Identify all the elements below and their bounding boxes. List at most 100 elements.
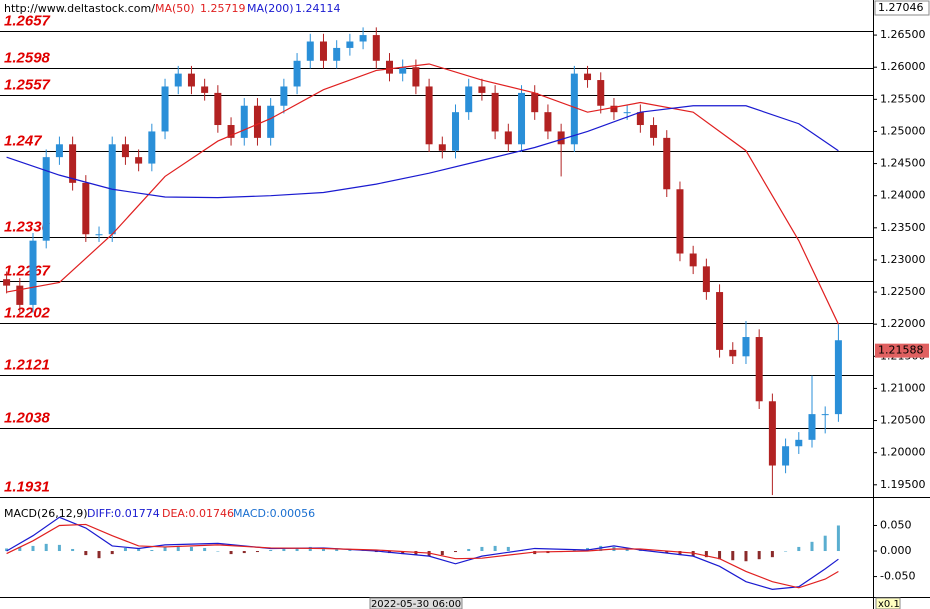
macd-bar <box>757 551 761 560</box>
candle-body <box>253 105 261 138</box>
candle-body <box>702 266 710 293</box>
macd-bar <box>823 535 827 552</box>
macd-bar <box>784 551 788 552</box>
macd-bar <box>216 551 220 552</box>
candle-body <box>29 240 37 305</box>
candle-body <box>636 112 644 126</box>
macd-bar <box>255 551 259 553</box>
candle-body <box>319 41 327 61</box>
macd-bar <box>718 551 722 560</box>
candle-body <box>557 131 565 145</box>
level-label: 1.2336 <box>4 218 51 235</box>
candle-body <box>214 92 222 126</box>
candle-body <box>95 234 103 236</box>
candle-body <box>689 253 697 267</box>
scale-label: x0.1 <box>878 599 900 609</box>
candle-body <box>597 80 605 106</box>
macd-bar <box>137 548 141 552</box>
macd-bar <box>5 548 9 552</box>
macd-bar <box>797 546 801 552</box>
legend-value: 1.25719 <box>200 2 246 15</box>
last-price-box <box>875 343 929 358</box>
level-label: 1.1931 <box>4 478 50 495</box>
candle-body <box>544 112 552 132</box>
macd-bar <box>506 546 510 552</box>
candle-body <box>121 144 129 158</box>
macd-bar <box>57 544 61 552</box>
candle-body <box>663 137 671 190</box>
y-tick-label: 0.000 <box>880 544 912 557</box>
top-price-box <box>874 0 930 16</box>
candle-body <box>782 446 790 466</box>
macd-bar <box>731 551 735 561</box>
candle-body <box>174 73 182 87</box>
candle-body <box>478 86 486 93</box>
legend-label: MACD:0.00056 <box>233 507 315 520</box>
macd-bar <box>150 550 154 552</box>
macd-bar <box>414 551 418 556</box>
level-label: 1.2267 <box>4 262 51 279</box>
macd-bar <box>454 551 458 553</box>
macd-bar <box>480 546 484 552</box>
y-tick-label: -0.050 <box>880 570 915 583</box>
legend-value: 1.24114 <box>295 2 341 15</box>
legend-name: MA(200) <box>247 2 294 15</box>
macd-bar <box>84 551 88 556</box>
y-tick-label: 1.19500 <box>880 478 926 491</box>
candle-body <box>69 144 77 183</box>
macd-line <box>6 523 839 589</box>
candle-body <box>3 279 11 286</box>
y-tick-label: 1.23500 <box>880 221 926 234</box>
y-tick-label: 1.25500 <box>880 92 926 105</box>
ma-line <box>6 105 839 199</box>
macd-bar <box>572 550 576 552</box>
candle-body <box>372 35 380 61</box>
y-tick-label: 1.24000 <box>880 189 926 202</box>
candle-body <box>82 182 90 235</box>
macd-bar <box>123 547 127 552</box>
macd-bar <box>269 550 273 552</box>
candle-body <box>676 189 684 254</box>
macd-bar <box>625 548 629 552</box>
candle-body <box>359 35 367 42</box>
candle-body <box>293 60 301 87</box>
legend-label: DIFF:0.01774 <box>87 507 160 520</box>
candle-body <box>742 337 750 357</box>
macd-bar <box>308 546 312 552</box>
macd-bar <box>282 548 286 552</box>
candle-body <box>491 92 499 132</box>
candle-body <box>187 73 195 87</box>
macd-bar <box>704 551 708 558</box>
macd-bar <box>335 548 339 552</box>
macd-line <box>6 516 839 590</box>
macd-bar <box>229 551 233 555</box>
macd-bar <box>110 551 114 555</box>
last-price: 1.21588 <box>878 344 924 357</box>
level-label: 1.2038 <box>4 409 51 426</box>
candle-body <box>465 86 473 113</box>
candle-body <box>518 92 526 145</box>
candle-body <box>834 340 842 415</box>
candle-body <box>729 349 737 357</box>
candle-body <box>280 86 288 106</box>
candle-body <box>768 401 776 466</box>
candle-body <box>267 105 275 138</box>
candle-body <box>584 73 592 81</box>
macd-bar <box>836 525 840 552</box>
legend-label: DEA:0.01746 <box>162 507 234 520</box>
candle-body <box>42 157 50 241</box>
candle-body <box>821 414 829 416</box>
candle-body <box>755 337 763 402</box>
candle-body <box>412 67 420 87</box>
macd-bar <box>665 551 669 554</box>
macd-bar <box>493 545 497 552</box>
candle-body <box>161 86 169 132</box>
macd-title: MACD(26,12,9) <box>4 507 88 520</box>
candle-body <box>425 86 433 145</box>
macd-bar <box>189 546 193 552</box>
y-tick-label: 1.21000 <box>880 381 926 394</box>
ma-line <box>6 63 839 325</box>
candle-body <box>346 41 354 48</box>
level-label: 1.2657 <box>4 12 51 29</box>
candle-body <box>610 105 618 113</box>
